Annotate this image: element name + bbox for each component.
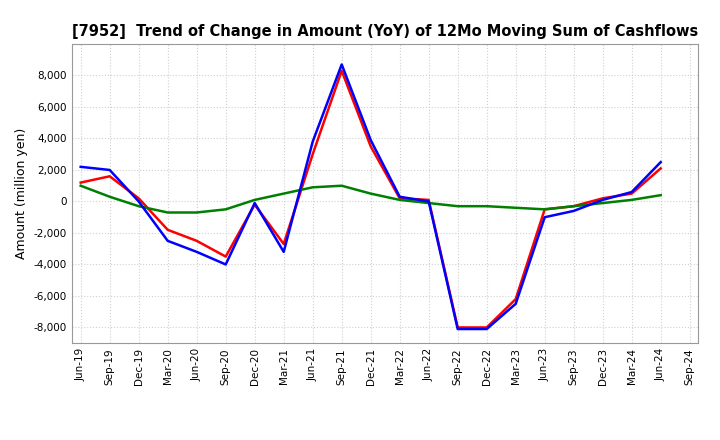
Free Cashflow (338, 62, 346, 67)
Free Cashflow (279, 249, 288, 254)
Free Cashflow (454, 326, 462, 332)
Operating Cashflow (135, 196, 143, 201)
Investing Cashflow (424, 200, 433, 205)
Operating Cashflow (511, 297, 520, 302)
Line: Free Cashflow: Free Cashflow (81, 65, 661, 329)
Free Cashflow (657, 159, 665, 165)
Free Cashflow (598, 197, 607, 202)
Free Cashflow (308, 139, 317, 144)
Free Cashflow (482, 326, 491, 332)
Operating Cashflow (76, 180, 85, 185)
Investing Cashflow (221, 207, 230, 212)
Free Cashflow (135, 199, 143, 204)
Investing Cashflow (598, 200, 607, 205)
Investing Cashflow (454, 204, 462, 209)
Free Cashflow (570, 208, 578, 213)
Investing Cashflow (338, 183, 346, 188)
Line: Operating Cashflow: Operating Cashflow (81, 71, 661, 327)
Investing Cashflow (163, 210, 172, 215)
Investing Cashflow (279, 191, 288, 196)
Free Cashflow (541, 215, 549, 220)
Free Cashflow (366, 137, 375, 143)
Free Cashflow (627, 189, 636, 194)
Operating Cashflow (598, 196, 607, 201)
Investing Cashflow (657, 193, 665, 198)
Operating Cashflow (570, 204, 578, 209)
Operating Cashflow (627, 191, 636, 196)
Operating Cashflow (657, 166, 665, 171)
Operating Cashflow (105, 174, 114, 179)
Investing Cashflow (308, 185, 317, 190)
Free Cashflow (251, 200, 259, 205)
Operating Cashflow (221, 254, 230, 259)
Investing Cashflow (135, 204, 143, 209)
Investing Cashflow (76, 183, 85, 188)
Investing Cashflow (105, 194, 114, 199)
Free Cashflow (163, 238, 172, 243)
Free Cashflow (395, 194, 404, 199)
Investing Cashflow (511, 205, 520, 210)
Operating Cashflow (454, 325, 462, 330)
Free Cashflow (192, 249, 201, 254)
Y-axis label: Amount (million yen): Amount (million yen) (15, 128, 28, 259)
Operating Cashflow (308, 152, 317, 157)
Free Cashflow (105, 167, 114, 172)
Free Cashflow (511, 301, 520, 307)
Operating Cashflow (338, 68, 346, 73)
Operating Cashflow (163, 227, 172, 232)
Free Cashflow (221, 262, 230, 267)
Investing Cashflow (395, 197, 404, 202)
Operating Cashflow (251, 202, 259, 207)
Operating Cashflow (279, 242, 288, 247)
Investing Cashflow (192, 210, 201, 215)
Investing Cashflow (541, 207, 549, 212)
Investing Cashflow (570, 204, 578, 209)
Free Cashflow (76, 164, 85, 169)
Investing Cashflow (366, 191, 375, 196)
Title: [7952]  Trend of Change in Amount (YoY) of 12Mo Moving Sum of Cashflows: [7952] Trend of Change in Amount (YoY) o… (72, 24, 698, 39)
Investing Cashflow (251, 197, 259, 202)
Line: Investing Cashflow: Investing Cashflow (81, 186, 661, 213)
Operating Cashflow (541, 207, 549, 212)
Operating Cashflow (482, 325, 491, 330)
Operating Cashflow (192, 238, 201, 243)
Operating Cashflow (424, 197, 433, 202)
Operating Cashflow (395, 196, 404, 201)
Operating Cashflow (366, 144, 375, 149)
Investing Cashflow (482, 204, 491, 209)
Investing Cashflow (627, 197, 636, 202)
Free Cashflow (424, 199, 433, 204)
